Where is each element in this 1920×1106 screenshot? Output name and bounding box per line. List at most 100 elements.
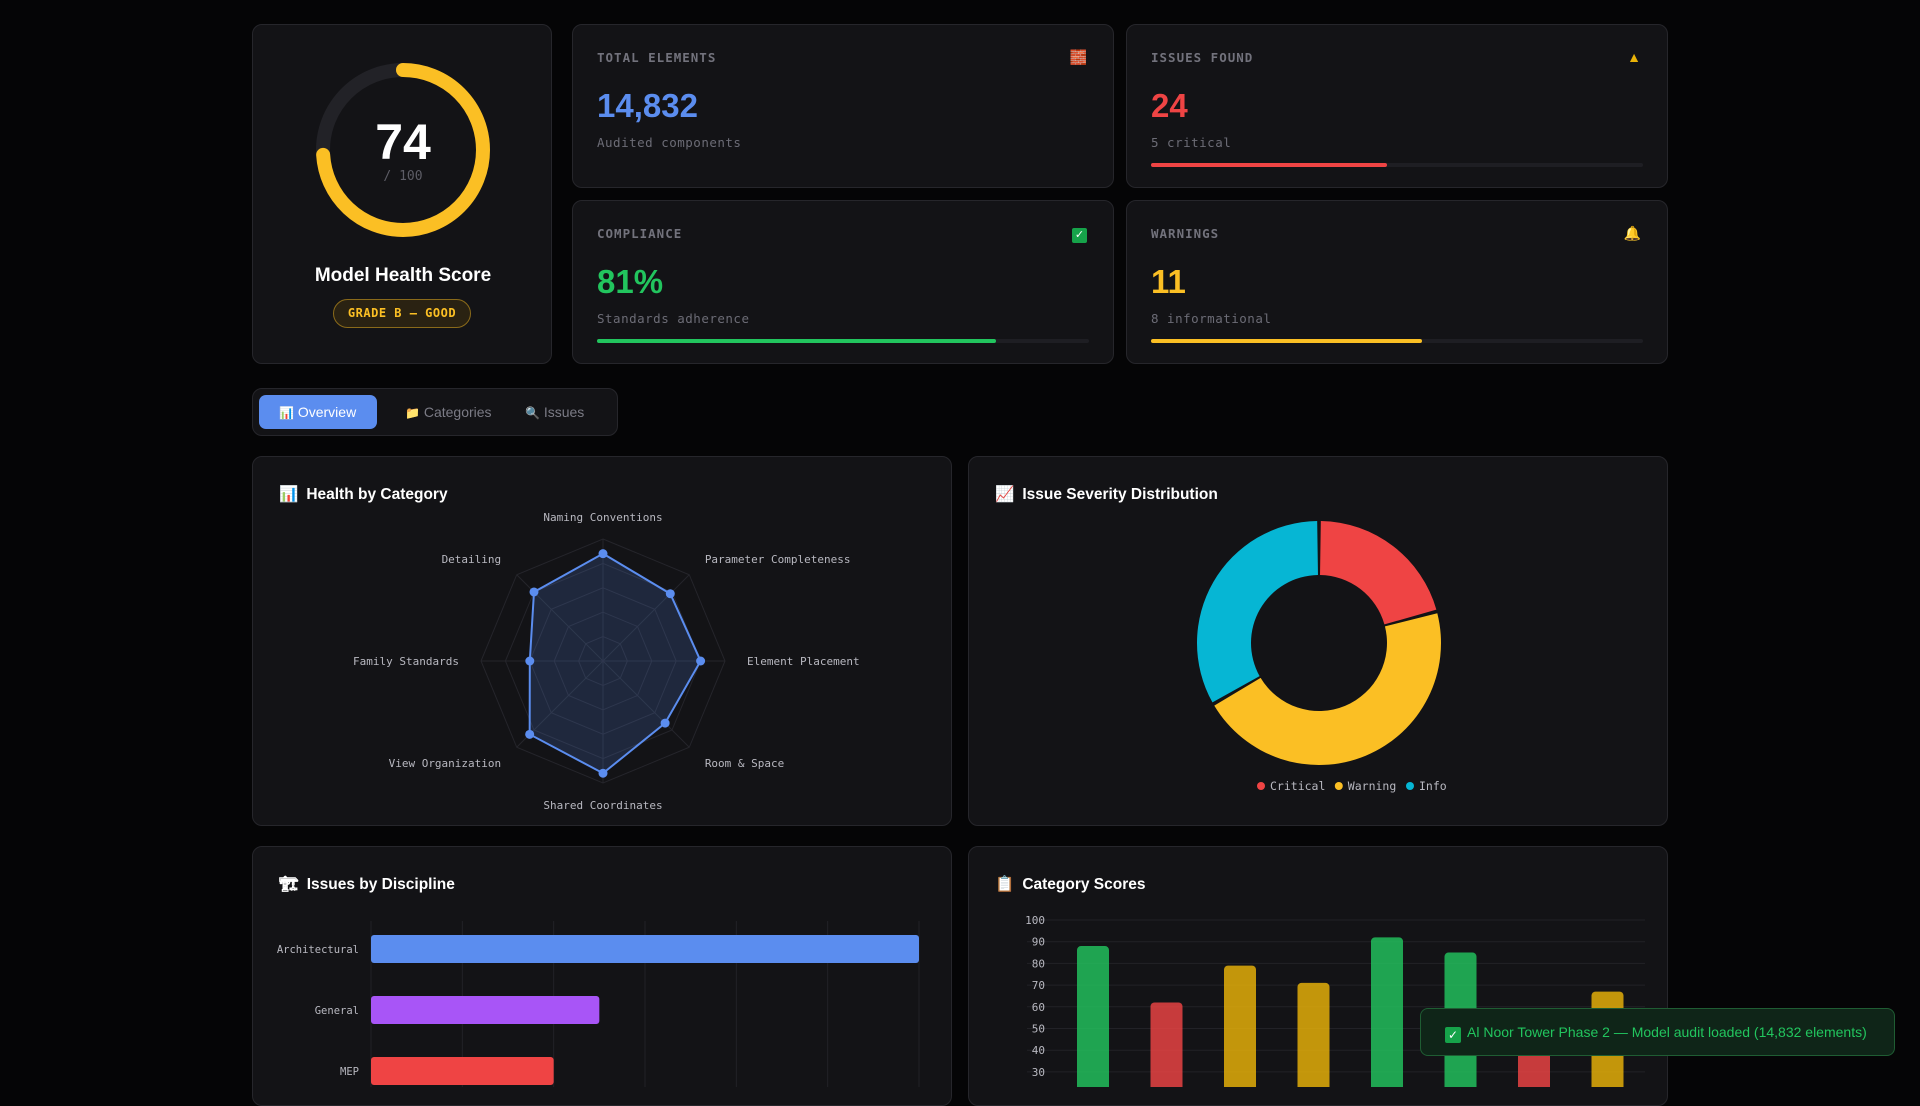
health-by-category-panel: 📊 Health by Category Naming Conventions Pa… — [252, 456, 952, 826]
legend-label: Warning — [1348, 779, 1396, 793]
severity-distribution-panel: 📈 Issue Severity Distribution Critical War… — [968, 456, 1668, 826]
legend-swatch — [1257, 782, 1265, 790]
radar-category-label: Parameter Completeness — [705, 553, 851, 566]
stat-label: TOTAL ELEMENTS — [597, 50, 717, 65]
clipboard-icon: 📋 — [995, 876, 1015, 893]
radar-point — [529, 587, 539, 597]
view-tabs: 📊 Overview 📁 Categories 🔍 Issues — [252, 388, 618, 436]
radar-axis — [602, 574, 690, 662]
stat-sub: 8 informational — [1151, 311, 1272, 326]
progress-bar — [1151, 339, 1643, 343]
stat-label: WARNINGS — [1151, 226, 1220, 241]
tab-label: Issues — [543, 404, 585, 420]
radar-point — [660, 718, 670, 728]
stat-sub: Standards adherence — [597, 311, 750, 326]
panel-title-text: Category Scores — [1022, 876, 1146, 893]
warning-icon: ▲ — [1627, 49, 1641, 65]
bar — [1150, 1002, 1183, 1087]
tab-overview[interactable]: 📊 Overview — [259, 395, 377, 429]
stat-label: ISSUES FOUND — [1151, 50, 1254, 65]
panel-title-text: Issue Severity Distribution — [1022, 486, 1218, 503]
score-value: 74 — [375, 114, 431, 170]
y-tick-label: 70 — [1032, 979, 1045, 992]
stat-value: 11 — [1151, 263, 1186, 300]
bar — [1077, 946, 1109, 1087]
chart-icon: 📊 — [279, 406, 294, 420]
warnings-card: WARNINGS 🔔 11 8 informational — [1126, 200, 1668, 364]
tab-label: Overview — [297, 404, 357, 420]
tab-label: Categories — [423, 404, 492, 420]
stat-value: 81% — [597, 263, 664, 300]
search-icon: 🔍 — [525, 406, 540, 420]
radar-chart: Naming Conventions Parameter Completeness… — [353, 511, 860, 812]
issues-by-discipline-panel: 🏗 Issues by Discipline Architectural Gener… — [252, 846, 952, 1106]
progress-fill — [1151, 163, 1388, 167]
progress-bar — [597, 339, 1089, 343]
toast-notification[interactable]: ✓ Al Noor Tower Phase 2 — Model audit loa… — [1420, 1008, 1895, 1056]
y-tick-label: 100 — [1025, 914, 1045, 927]
crane-icon: 🏗 — [279, 876, 299, 893]
bar — [371, 996, 600, 1024]
stat-sub: 5 critical — [1151, 135, 1232, 150]
panel-title: 📊 Health by Category — [279, 485, 448, 504]
radar-category-label: Room & Space — [705, 757, 784, 770]
progress-bar — [1151, 163, 1643, 167]
grade-badge: GRADE B — GOOD — [333, 299, 471, 328]
radar-category-label: Detailing — [442, 553, 502, 566]
donut-slice — [1320, 521, 1437, 625]
panel-title-text: Issues by Discipline — [306, 876, 455, 893]
legend-label: Critical — [1270, 779, 1325, 793]
y-tick-label: 60 — [1032, 1001, 1045, 1014]
radar-category-label: Naming Conventions — [543, 511, 662, 524]
bar — [371, 935, 919, 963]
radar-point — [598, 768, 608, 778]
bar-category-label: MEP — [340, 1066, 359, 1078]
panel-title: 🏗 Issues by Discipline — [279, 875, 455, 894]
tab-categories[interactable]: 📁 Categories — [387, 395, 495, 429]
bell-icon: 🔔 — [1623, 225, 1641, 241]
stat-value: 24 — [1151, 87, 1188, 124]
score-ring — [316, 63, 490, 237]
radar-category-label: View Organization — [389, 757, 502, 770]
stat-sub: Audited components — [597, 135, 742, 150]
radar-axis — [602, 660, 690, 748]
compliance-card: COMPLIANCE ✓ 81% Standards adherence — [572, 200, 1114, 364]
radar-series-area — [528, 552, 702, 775]
health-score-card: 74 / 100 Model Health Score GRADE B — GO… — [252, 24, 552, 364]
bar — [1224, 965, 1256, 1087]
total-elements-card: TOTAL ELEMENTS 🧱 14,832 Audited componen… — [572, 24, 1114, 188]
y-tick-label: 50 — [1032, 1023, 1045, 1036]
panel-title-text: Health by Category — [306, 486, 448, 503]
brick-icon: 🧱 — [1069, 49, 1087, 65]
progress-fill — [1151, 339, 1422, 343]
chart-icon: 📊 — [279, 486, 299, 503]
y-tick-label: 30 — [1032, 1066, 1045, 1079]
issues-found-card: ISSUES FOUND ▲ 24 5 critical — [1126, 24, 1668, 188]
radar-point — [525, 656, 535, 666]
radar-point — [665, 589, 675, 599]
bar — [1297, 982, 1330, 1087]
progress-fill — [597, 339, 996, 343]
radar-point — [525, 729, 535, 739]
donut-slice — [1197, 521, 1318, 703]
panel-title: 📈 Issue Severity Distribution — [995, 485, 1218, 504]
legend-swatch — [1406, 782, 1414, 790]
folder-icon: 📁 — [405, 406, 420, 420]
radar-category-label: Element Placement — [747, 655, 860, 668]
donut-chart: Critical Warning Info — [1197, 521, 1447, 793]
trend-icon: 📈 — [995, 486, 1015, 503]
y-tick-label: 40 — [1032, 1044, 1045, 1057]
y-tick-label: 80 — [1032, 957, 1045, 970]
panel-title: 📋 Category Scores — [995, 875, 1146, 894]
y-tick-label: 90 — [1032, 936, 1045, 949]
score-max: / 100 — [383, 169, 423, 184]
radar-point — [598, 549, 608, 559]
tab-issues[interactable]: 🔍 Issues — [505, 395, 605, 429]
bar — [371, 1057, 554, 1085]
bar — [1371, 937, 1403, 1087]
discipline-bar-chart: Architectural General MEP — [277, 921, 920, 1087]
radar-category-label: Shared Coordinates — [543, 799, 662, 812]
bar-category-label: Architectural — [277, 944, 359, 956]
radar-category-label: Family Standards — [353, 655, 459, 668]
stat-label: COMPLIANCE — [597, 226, 683, 241]
